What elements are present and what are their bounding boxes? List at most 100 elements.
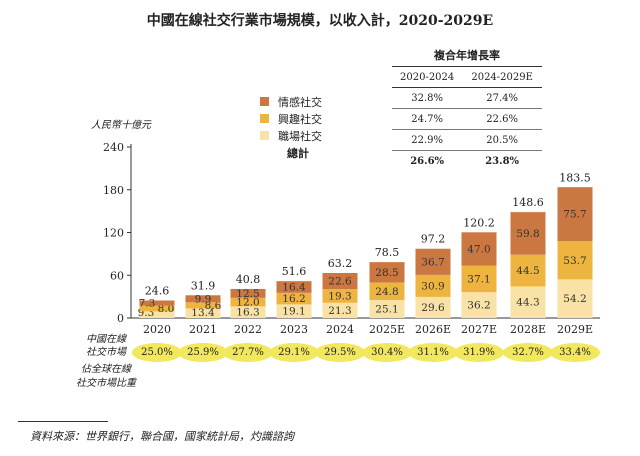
legend-total-label: 總計 xyxy=(287,146,309,160)
cagr-value: 24.7% xyxy=(392,108,463,130)
x-tick-label: 2021 xyxy=(189,323,217,336)
bar-segment xyxy=(230,306,266,318)
bar-segment xyxy=(369,282,405,301)
bar-segment xyxy=(461,265,497,293)
penetration-value: 31.9% xyxy=(454,343,504,362)
bar-segment-label: 29.6 xyxy=(421,302,445,314)
x-tick-label: 2026E xyxy=(415,323,451,336)
bar-segment xyxy=(557,187,593,242)
x-tick-label: 2024 xyxy=(326,323,354,336)
bar-segment xyxy=(322,272,358,290)
bar-segment xyxy=(557,279,593,318)
bar-segment xyxy=(185,308,221,318)
bar-segment-label: 21.3 xyxy=(328,305,351,317)
bar-segment xyxy=(139,311,175,318)
cagr-grid: 2020-2024 2024-2029E 32.8% 27.4% 24.7% 2… xyxy=(392,66,542,171)
penetration-value: 33.4% xyxy=(550,343,600,362)
legend-item-interest: 興趣社交 xyxy=(260,110,322,127)
penetration-value: 27.7% xyxy=(223,343,273,362)
cagr-header-period-2: 2024-2029E xyxy=(462,66,542,88)
bar-segment xyxy=(461,232,497,266)
x-tick-label: 2029E xyxy=(557,323,593,336)
y-tick-label: 180 xyxy=(103,184,124,197)
y-tick-label: 60 xyxy=(110,269,124,282)
bar-segment xyxy=(369,300,405,318)
legend-swatch xyxy=(260,97,269,106)
bar-segment xyxy=(510,212,546,255)
source-divider xyxy=(18,421,108,422)
cagr-value: 27.4% xyxy=(462,87,542,109)
bar-segment-label: 24.8 xyxy=(375,286,398,298)
bar-segment-label: 9.9 xyxy=(195,293,212,305)
bar-segment-label: 59.8 xyxy=(516,228,539,240)
penetration-value: 29.1% xyxy=(269,343,319,362)
penetration-label-line-3: 佔全球在線 xyxy=(81,364,131,375)
legend: 情感社交 興趣社交 職場社交 總計 xyxy=(260,93,322,161)
cagr-row-total: 26.6% 23.8% xyxy=(392,151,542,172)
bar-segment-label: 16.2 xyxy=(282,293,305,305)
bar-segment xyxy=(461,292,497,318)
y-tick-label: 0 xyxy=(117,312,124,325)
bar-segment-label: 47.0 xyxy=(467,244,490,256)
penetration-label-line-4: 社交市場比重 xyxy=(76,378,136,389)
bar-segment-label: 75.7 xyxy=(563,209,586,221)
bar-segment xyxy=(415,296,451,318)
bar-segment-label: 30.9 xyxy=(421,280,444,292)
bar-total-label: 24.6 xyxy=(145,284,170,297)
cagr-heading: 複合年增長率 xyxy=(434,49,500,62)
penetration-value: 25.9% xyxy=(178,343,228,362)
bar-segment xyxy=(510,286,546,318)
legend-item-workplace: 職場社交 xyxy=(260,127,322,144)
bar-segment xyxy=(230,288,266,298)
legend-swatch xyxy=(260,131,269,140)
cagr-row-emotional: 32.8% 27.4% xyxy=(392,87,542,109)
bar-segment-label: 22.6 xyxy=(328,276,352,288)
bar-segment-label: 36.2 xyxy=(467,300,490,312)
penetration-label-line-1: 中國在線 xyxy=(86,334,126,345)
source-note: 資料來源：世界銀行，聯合國，國家統計局，灼識諮詢 xyxy=(30,430,294,443)
cagr-table: 複合年增長率 2020-2024 2024-2029E 32.8% 27.4% … xyxy=(392,46,542,171)
penetration-value: 32.7% xyxy=(503,343,553,362)
bar-segment-label: 36.7 xyxy=(421,256,444,268)
bar-segment xyxy=(230,297,266,307)
bar-segment-label: 12.5 xyxy=(236,288,259,300)
bar-segment xyxy=(510,254,546,287)
bar-segment xyxy=(185,302,221,309)
bar-segment-label: 44.5 xyxy=(516,265,539,277)
bar-segment xyxy=(276,304,312,318)
bar-segment-label: 8.6 xyxy=(205,300,222,312)
bar-total-label: 51.6 xyxy=(282,265,307,278)
bar-segment xyxy=(557,241,593,280)
x-tick-label: 2020 xyxy=(143,323,171,336)
y-tick-label: 120 xyxy=(103,227,124,240)
cagr-value: 23.8% xyxy=(485,155,520,167)
bar-total-label: 148.6 xyxy=(512,196,544,209)
legend-item-emotional: 情感社交 xyxy=(260,93,322,110)
penetration-label-line-2: 社交市場 xyxy=(86,347,126,358)
legend-label: 情感社交 xyxy=(278,95,322,109)
bar-total-label: 97.2 xyxy=(421,233,446,246)
x-tick-label: 2025E xyxy=(369,323,405,336)
bar-segment-label: 12.0 xyxy=(236,297,259,309)
legend-item-total: 總計 xyxy=(260,144,322,161)
bar-segment-label: 13.4 xyxy=(191,307,215,319)
bar-segment-label: 37.1 xyxy=(467,273,490,285)
y-tick-label: 240 xyxy=(103,141,124,154)
x-tick-label: 2027E xyxy=(461,323,497,336)
bar-segment xyxy=(276,281,312,293)
bar-segment xyxy=(415,248,451,275)
cagr-header-row: 2020-2024 2024-2029E xyxy=(392,66,542,88)
bar-segment-label: 28.5 xyxy=(375,267,398,279)
legend-label: 興趣社交 xyxy=(278,112,322,126)
cagr-value: 26.6% xyxy=(410,155,445,167)
bar-segment xyxy=(415,274,451,297)
y-axis-label: 人民幣十億元 xyxy=(91,120,151,131)
bar-segment-label: 7.3 xyxy=(139,298,156,310)
bar-total-label: 40.8 xyxy=(236,273,261,286)
bar-segment-label: 54.2 xyxy=(563,293,586,305)
legend-swatch xyxy=(260,114,269,123)
chart-title: 中國在線社交行業市場規模，以收入計，2020-2029E xyxy=(146,13,494,29)
bar-segment xyxy=(322,289,358,303)
